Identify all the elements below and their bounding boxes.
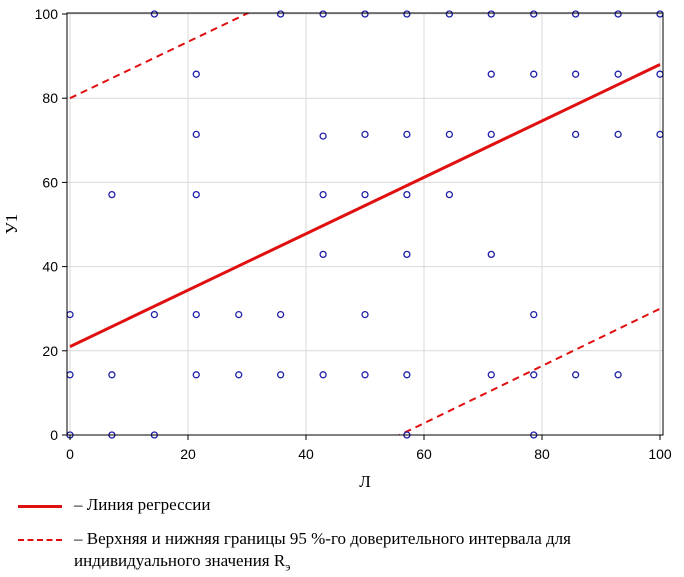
scatter-point <box>192 310 200 319</box>
scatter-point <box>361 310 369 319</box>
scatter-point <box>571 371 580 379</box>
scatter-chart: 0 20 40 60 80 100 0 20 40 60 80 100 Л У1 <box>2 6 672 491</box>
scatter-point <box>445 10 454 18</box>
scatter-point <box>487 371 495 379</box>
plot-frame <box>66 12 664 436</box>
legend: – Линия регрессии – Верхняя и нижняя гра… <box>18 494 678 574</box>
scatter-point <box>403 190 411 199</box>
scatter-point <box>403 10 411 18</box>
scatter-point <box>235 371 243 379</box>
scatter-point <box>319 132 327 140</box>
scatter-point <box>614 130 622 139</box>
scatter-point <box>530 10 538 18</box>
data-points <box>66 10 664 439</box>
grid <box>67 13 663 436</box>
lower-interval-line <box>397 307 661 435</box>
x-tick-label: 80 <box>534 446 550 462</box>
scatter-point <box>150 10 159 18</box>
scatter-point <box>235 310 243 319</box>
legend-solid-line-swatch <box>18 505 62 508</box>
scatter-point <box>361 371 369 379</box>
scatter-point <box>319 190 327 199</box>
scatter-point <box>192 70 200 78</box>
scatter-point <box>319 250 327 259</box>
y-axis-label: У1 <box>2 214 21 235</box>
scatter-point <box>361 190 369 199</box>
scatter-point <box>487 70 495 78</box>
regression <box>69 63 661 348</box>
scatter-point <box>319 10 327 18</box>
upper-interval-line <box>69 13 251 100</box>
plot-area <box>67 13 663 435</box>
y-tick-label: 100 <box>35 6 59 22</box>
scatter-point <box>530 310 538 319</box>
regression-line <box>69 63 661 348</box>
y-tick-label: 80 <box>42 90 58 106</box>
scatter-point <box>192 190 200 199</box>
scatter-point <box>192 130 200 139</box>
y-tick-label: 0 <box>50 427 58 443</box>
legend-interval-label-line1: – Верхняя и нижняя границы 95 %-го довер… <box>74 529 571 548</box>
scatter-point <box>614 371 622 379</box>
scatter-point <box>108 371 116 379</box>
scatter-point <box>614 10 622 18</box>
scatter-point <box>276 310 285 319</box>
scatter-point <box>571 10 580 18</box>
scatter-point <box>361 10 369 18</box>
y-tick-label: 20 <box>42 343 58 359</box>
y-tick-label: 40 <box>42 259 58 275</box>
scatter-point <box>276 371 285 379</box>
scatter-point <box>445 130 454 139</box>
scatter-point <box>571 70 580 78</box>
x-tick-label: 60 <box>416 446 432 462</box>
scatter-point <box>319 371 327 379</box>
axis-ticks: 0 20 40 60 80 100 0 20 40 60 80 100 <box>35 6 672 462</box>
scatter-point <box>403 250 411 259</box>
legend-interval-label-line2: индивидуального значения Rэ <box>74 550 290 577</box>
legend-regression-label: – Линия регрессии <box>74 495 211 514</box>
x-tick-label: 0 <box>66 446 74 462</box>
scatter-point <box>487 10 495 18</box>
scatter-point <box>530 70 538 78</box>
scatter-point <box>276 10 285 18</box>
y-tick-label: 60 <box>42 174 58 190</box>
scatter-point <box>487 130 495 139</box>
scatter-point <box>445 190 454 199</box>
scatter-point <box>192 371 200 379</box>
scatter-point <box>530 371 538 379</box>
scatter-point <box>150 310 159 319</box>
confidence-interval <box>69 13 661 435</box>
x-tick-label: 100 <box>648 446 672 462</box>
x-axis-label: Л <box>359 472 371 491</box>
legend-dashed-line-swatch <box>18 539 62 541</box>
x-tick-label: 20 <box>180 446 196 462</box>
scatter-point <box>487 250 495 259</box>
legend-interval-label-line2-main: индивидуального значения R <box>74 551 286 570</box>
x-tick-label: 40 <box>298 446 314 462</box>
scatter-point <box>614 70 622 78</box>
scatter-point <box>571 130 580 139</box>
scatter-point <box>403 130 411 139</box>
scatter-point <box>108 190 116 199</box>
legend-interval-label-line2-sub: э <box>285 559 291 574</box>
scatter-point <box>403 371 411 379</box>
scatter-point <box>361 130 369 139</box>
